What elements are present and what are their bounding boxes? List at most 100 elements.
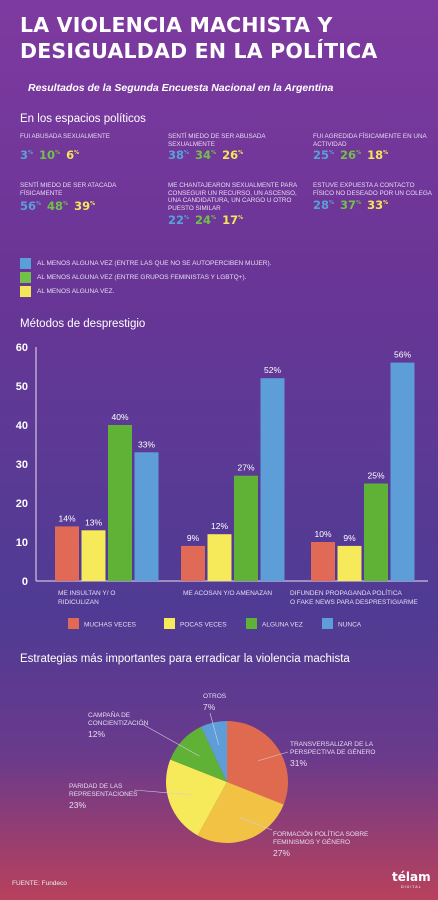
stat-label: ME CHANTAJEARON SEXUALMENTE PARA CONSEGU… bbox=[168, 182, 297, 212]
bar-value-label: 52% bbox=[264, 365, 281, 375]
stat-value-green: 24% bbox=[195, 213, 217, 227]
pie-value-label: 7% bbox=[203, 702, 216, 712]
x-category-label: RIDICULIZAN bbox=[58, 599, 99, 606]
bar-1-0 bbox=[181, 545, 205, 581]
stat-values: 25% 26% 18% bbox=[313, 148, 433, 162]
y-tick-label: 0 bbox=[22, 576, 28, 588]
bar-value-label: 40% bbox=[111, 412, 128, 422]
y-tick-label: 40 bbox=[16, 420, 28, 432]
bar-2-0 bbox=[311, 542, 335, 581]
page-title: LA VIOLENCIA MACHISTA Y DESIGUALDAD EN L… bbox=[20, 12, 430, 64]
stat-label: FUI ABUSADA SEXUALMENTE bbox=[20, 133, 110, 140]
y-tick-label: 60 bbox=[16, 342, 28, 354]
stat-block-fear-attack: SENTÍ MIEDO DE SER ATACADA FÍSICAMENTE 5… bbox=[20, 182, 150, 213]
stat-block-attacked: FUI AGREDIDA FÍSICAMENTE EN UNA ACTIVIDA… bbox=[313, 133, 433, 162]
stat-value-green: 48% bbox=[47, 199, 69, 213]
y-tick-label: 30 bbox=[16, 459, 28, 471]
pie-label: CONCIENTIZACIÓN bbox=[88, 718, 149, 727]
pie-slice-3 bbox=[170, 726, 227, 782]
stat-value-green: 26% bbox=[340, 148, 362, 162]
stat-value-yellow: 39% bbox=[74, 199, 96, 213]
bar-value-label: 10% bbox=[314, 529, 331, 539]
stat-value-green: 37% bbox=[340, 198, 362, 212]
legend-swatch-blue bbox=[20, 258, 31, 269]
pie-label: TRANSVERSALIZAR DE LA bbox=[290, 741, 374, 748]
legend-swatch-green bbox=[20, 272, 31, 283]
pie-leader-line bbox=[239, 817, 273, 831]
bar-chart: 0 10 20 30 40 50 60 14% 9% 10% 13% 12% 9% 40% 27% 25% 33… bbox=[16, 342, 428, 629]
pie-label: PERSPECTIVA DE GÉNERO bbox=[290, 747, 375, 756]
legend-swatch bbox=[246, 618, 257, 629]
source-note: FUENTE: Fundeco bbox=[12, 880, 67, 887]
pie-value-label: 12% bbox=[88, 729, 105, 739]
stat-value-yellow: 17% bbox=[222, 213, 244, 227]
bar-value-label: 25% bbox=[367, 471, 384, 481]
pie-label: PARIDAD DE LAS bbox=[69, 783, 123, 790]
bar-0-3 bbox=[134, 452, 159, 581]
legend-swatch bbox=[68, 618, 79, 629]
pie-label: CAMPAÑA DE bbox=[88, 710, 131, 719]
pie-value-label: 27% bbox=[273, 848, 290, 858]
legend-label: POCAS VECES bbox=[180, 622, 227, 629]
telam-logo: télam DIGITAL bbox=[392, 870, 431, 892]
bar-1-1 bbox=[207, 534, 232, 581]
legend-swatch bbox=[164, 618, 175, 629]
bar-1-3 bbox=[260, 378, 285, 581]
section-heading-spaces: En los espacios políticos bbox=[20, 113, 146, 125]
pie-leader-line bbox=[133, 789, 192, 796]
stat-label: SENTÍ MIEDO DE SER ABUSADA SEXUALMENTE bbox=[168, 133, 266, 148]
bar-2-3 bbox=[390, 362, 415, 581]
pie-chart-title: Estrategias más importantes para erradic… bbox=[20, 653, 350, 665]
stat-values: 28% 37% 33% bbox=[313, 198, 433, 212]
pie-leader-line bbox=[141, 723, 200, 757]
logo-sub: DIGITAL bbox=[400, 885, 422, 889]
stat-value-yellow: 6% bbox=[66, 147, 80, 162]
bar-value-label: 27% bbox=[237, 463, 254, 473]
pie-slice-2 bbox=[166, 759, 227, 836]
bar-2-1 bbox=[337, 545, 362, 581]
page-subtitle: Resultados de la Segunda Encuesta Nacion… bbox=[28, 82, 334, 94]
bar-chart-title: Métodos de desprestigio bbox=[20, 318, 146, 330]
bar-value-label: 56% bbox=[394, 350, 411, 360]
pie-slice-0 bbox=[227, 721, 288, 805]
stat-values: 56% 48% 39% bbox=[20, 199, 150, 213]
legend-label: NUNCA bbox=[338, 622, 362, 629]
bar-value-label: 13% bbox=[85, 517, 102, 527]
pie-value-label: 23% bbox=[69, 800, 86, 810]
stat-block-blackmail: ME CHANTAJEARON SEXUALMENTE PARA CONSEGU… bbox=[168, 182, 303, 227]
bar-2-2 bbox=[364, 483, 388, 581]
y-tick-label: 20 bbox=[16, 498, 28, 510]
bar-0-0 bbox=[55, 526, 79, 581]
x-category-label: O FAKE NEWS PARA DESPRESTIGIARME bbox=[290, 599, 418, 606]
pie-slice-1 bbox=[197, 782, 284, 843]
logo-main: télam bbox=[392, 870, 431, 884]
stat-value-green: 34% bbox=[195, 148, 217, 162]
stat-value-yellow: 33% bbox=[367, 198, 389, 212]
stat-block-contact: ESTUVE EXPUESTA A CONTACTO FÍSICO NO DES… bbox=[313, 182, 433, 212]
x-category-label: DIFUNDEN PROPAGANDA POLÍTICA bbox=[290, 588, 403, 597]
stat-value-green: 10% bbox=[39, 147, 61, 162]
legend-swatch-yellow bbox=[20, 286, 31, 297]
stat-value-blue: 22% bbox=[168, 213, 190, 227]
bar-value-label: 9% bbox=[343, 533, 356, 543]
pie-value-label: 31% bbox=[290, 758, 307, 768]
title-line-1: LA VIOLENCIA MACHISTA Y bbox=[20, 13, 333, 37]
stat-value-blue: 56% bbox=[20, 199, 42, 213]
stat-label: FUI AGREDIDA FÍSICAMENTE EN UNA ACTIVIDA… bbox=[313, 133, 427, 148]
pie-leader-line bbox=[209, 712, 220, 746]
legend-label: MUCHAS VECES bbox=[84, 622, 137, 629]
stat-values: 3% 10% 6% bbox=[20, 148, 150, 162]
pie-label: FORMACIÓN POLÍTICA SOBRE bbox=[273, 829, 369, 838]
pie-label: OTROS bbox=[203, 693, 227, 700]
y-tick-label: 10 bbox=[16, 537, 28, 549]
stat-block-fear-abuse: SENTÍ MIEDO DE SER ABUSADA SEXUALMENTE 3… bbox=[168, 133, 293, 162]
pie-slice-4 bbox=[201, 721, 227, 782]
bar-value-label: 14% bbox=[58, 513, 75, 523]
bar-0-2 bbox=[108, 425, 132, 581]
title-line-2: DESIGUALDAD EN LA POLÍTICA bbox=[20, 39, 378, 63]
y-tick-label: 50 bbox=[16, 381, 28, 393]
bar-0-1 bbox=[81, 530, 106, 581]
legend-label-green: AL MENOS ALGUNA VEZ (ENTRE GRUPOS FEMINI… bbox=[37, 274, 247, 281]
